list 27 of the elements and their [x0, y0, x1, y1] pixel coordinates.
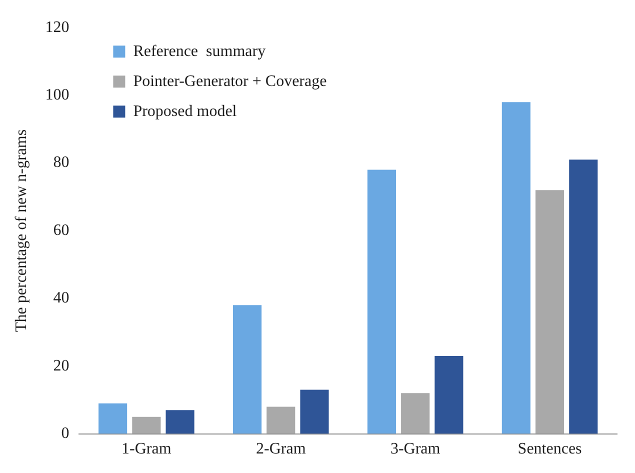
legend-label: Pointer-Generator + Coverage [133, 72, 327, 90]
y-tick-label: 20 [53, 357, 70, 374]
bar [132, 416, 161, 434]
bar [300, 390, 329, 434]
bar [434, 356, 464, 434]
bar [166, 410, 194, 434]
y-tick-label: 40 [53, 290, 70, 307]
x-tick-label: 3-Gram [390, 440, 441, 458]
y-tick-label: 100 [45, 86, 70, 104]
bar [401, 393, 430, 434]
x-tick-label: Sentences [518, 440, 582, 458]
bar [367, 170, 396, 434]
x-tick-label: 2-Gram [256, 440, 306, 458]
x-tick-label: 1-Gram [122, 440, 172, 458]
bar [266, 406, 296, 434]
bar [502, 102, 530, 434]
bar [232, 305, 262, 434]
bar [535, 190, 564, 434]
y-axis-title: The percentage of new n-grams [12, 129, 30, 332]
y-tick-label: 60 [53, 222, 70, 239]
y-tick-label: 120 [45, 18, 70, 36]
legend-label: Proposed model [133, 102, 238, 120]
legend-label: Reference summary [133, 42, 266, 60]
y-tick-label: 0 [61, 425, 70, 442]
bar [98, 403, 128, 434]
bar [569, 160, 598, 434]
y-tick-label: 80 [53, 154, 70, 172]
